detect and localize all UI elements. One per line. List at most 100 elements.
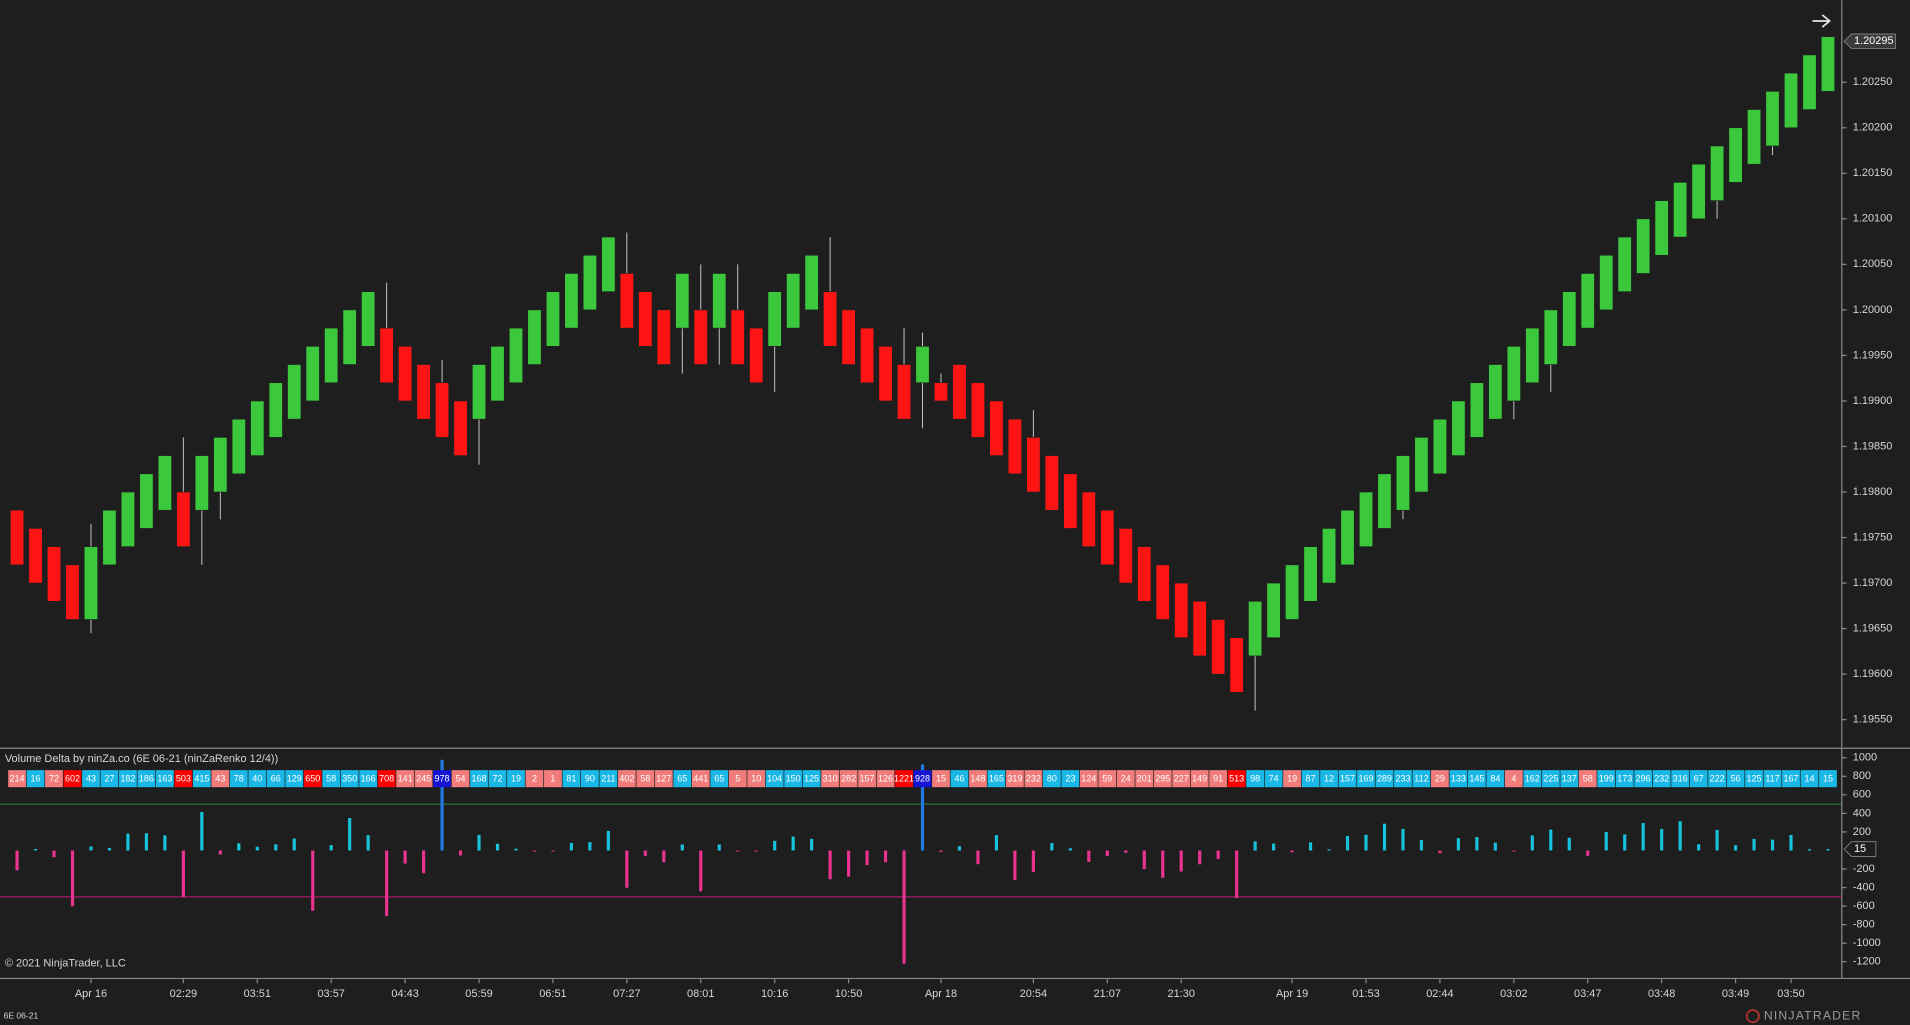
x-tick-label: 07:27 xyxy=(613,988,640,1000)
candle-body xyxy=(1654,200,1669,256)
delta-bar xyxy=(15,850,19,871)
delta-bar xyxy=(1235,850,1239,899)
delta-box xyxy=(82,770,100,788)
delta-bar xyxy=(1678,821,1682,851)
candle-body xyxy=(120,491,135,547)
x-tick-label: 10:50 xyxy=(835,988,862,1000)
delta-box xyxy=(433,770,451,788)
delta-box xyxy=(784,770,803,788)
delta-box xyxy=(1412,770,1431,788)
delta-box-label: 169 xyxy=(1358,774,1373,784)
delta-box xyxy=(1708,770,1726,788)
delta-box-label: 66 xyxy=(271,774,281,784)
y-tick-label: 1.20200 xyxy=(1853,122,1893,134)
delta-bar xyxy=(1586,850,1590,856)
candle-body xyxy=(1765,91,1780,147)
delta-bar xyxy=(348,818,352,851)
candle-body xyxy=(1525,327,1540,384)
x-tick-label: 21:07 xyxy=(1094,988,1121,1000)
delta-bar xyxy=(606,830,610,851)
delta-box-label: 211 xyxy=(601,774,615,784)
candle-body xyxy=(897,364,912,420)
delta-box-label: 56 xyxy=(1731,774,1741,784)
candle-body xyxy=(176,491,191,547)
delta-box xyxy=(1283,770,1301,788)
delta-bar xyxy=(70,850,75,907)
delta-box xyxy=(839,770,858,788)
candle-body xyxy=(823,291,838,347)
delta-bar xyxy=(625,850,629,888)
candle-body xyxy=(619,273,634,329)
candle-body xyxy=(194,455,209,511)
delta-box xyxy=(507,770,525,788)
y-tick-label: 1.19850 xyxy=(1853,440,1893,452)
candle-body xyxy=(102,509,117,566)
delta-bar xyxy=(181,850,185,898)
candle-body xyxy=(564,273,579,329)
scroll-right-icon[interactable] xyxy=(1812,14,1831,28)
delta-box-label: 5 xyxy=(735,774,740,784)
x-tick-label: 02:44 xyxy=(1426,988,1453,1000)
delta-box-label: 72 xyxy=(492,774,502,784)
delta-box xyxy=(229,770,248,788)
candle-body xyxy=(970,382,985,438)
candle-body xyxy=(638,291,653,347)
delta-box-label: 19 xyxy=(1287,774,1297,784)
delta-box-label: 182 xyxy=(120,774,135,784)
candle-body xyxy=(1211,619,1226,675)
delta-box xyxy=(192,770,211,788)
delta-box xyxy=(174,770,193,788)
delta-box-label: 15 xyxy=(936,774,946,784)
delta-bar xyxy=(144,833,148,851)
delta-box xyxy=(1800,770,1819,788)
delta-box-label: 43 xyxy=(215,774,225,784)
delta-box xyxy=(1116,770,1135,788)
delta-box-label: 65 xyxy=(714,774,724,784)
candle-body xyxy=(1285,564,1300,620)
delta-bar xyxy=(1567,837,1571,851)
candle-body xyxy=(804,254,819,311)
delta-box-label: 72 xyxy=(49,774,59,784)
delta-bar xyxy=(1493,842,1497,851)
candle-body xyxy=(933,382,948,402)
candle-body xyxy=(1358,491,1374,547)
delta-box-label: 127 xyxy=(656,774,671,784)
delta-bar xyxy=(1752,838,1756,851)
delta-bar xyxy=(1272,843,1276,851)
delta-box xyxy=(1375,770,1394,788)
delta-box-label: 282 xyxy=(841,774,856,784)
candle-body xyxy=(65,564,80,620)
delta-bar xyxy=(1826,849,1830,851)
candle-body xyxy=(1710,145,1725,201)
delta-bar xyxy=(1105,850,1109,856)
candle-body xyxy=(952,364,967,420)
delta-bar xyxy=(939,850,943,852)
delta-bar xyxy=(1456,838,1460,851)
x-tick-label: Apr 18 xyxy=(925,988,957,1000)
delta-box-label: 15 xyxy=(1823,774,1833,784)
delta-bar xyxy=(1733,845,1738,851)
delta-box-label: 112 xyxy=(1414,774,1428,784)
y-tick-label: -600 xyxy=(1853,900,1875,912)
delta-box xyxy=(100,770,119,788)
candle-body xyxy=(1081,491,1096,547)
delta-box-label: 222 xyxy=(1710,774,1725,784)
delta-box-label: 602 xyxy=(65,774,80,784)
delta-box xyxy=(969,770,987,788)
candle-body xyxy=(508,327,523,384)
y-tick-label: 1.19800 xyxy=(1853,486,1893,498)
candle-body xyxy=(157,455,172,511)
candle-body xyxy=(1229,637,1244,693)
delta-box-label: 296 xyxy=(1636,774,1651,784)
delta-box xyxy=(45,770,63,788)
x-tick-label: 10:16 xyxy=(761,988,788,1000)
delta-box xyxy=(1246,770,1265,788)
delta-box xyxy=(248,770,267,788)
candle-body xyxy=(1026,437,1041,493)
y-tick-label: 1.19750 xyxy=(1853,531,1893,543)
delta-box-label: 24 xyxy=(1121,774,1131,784)
delta-bar xyxy=(569,842,573,851)
delta-bar xyxy=(680,844,684,851)
